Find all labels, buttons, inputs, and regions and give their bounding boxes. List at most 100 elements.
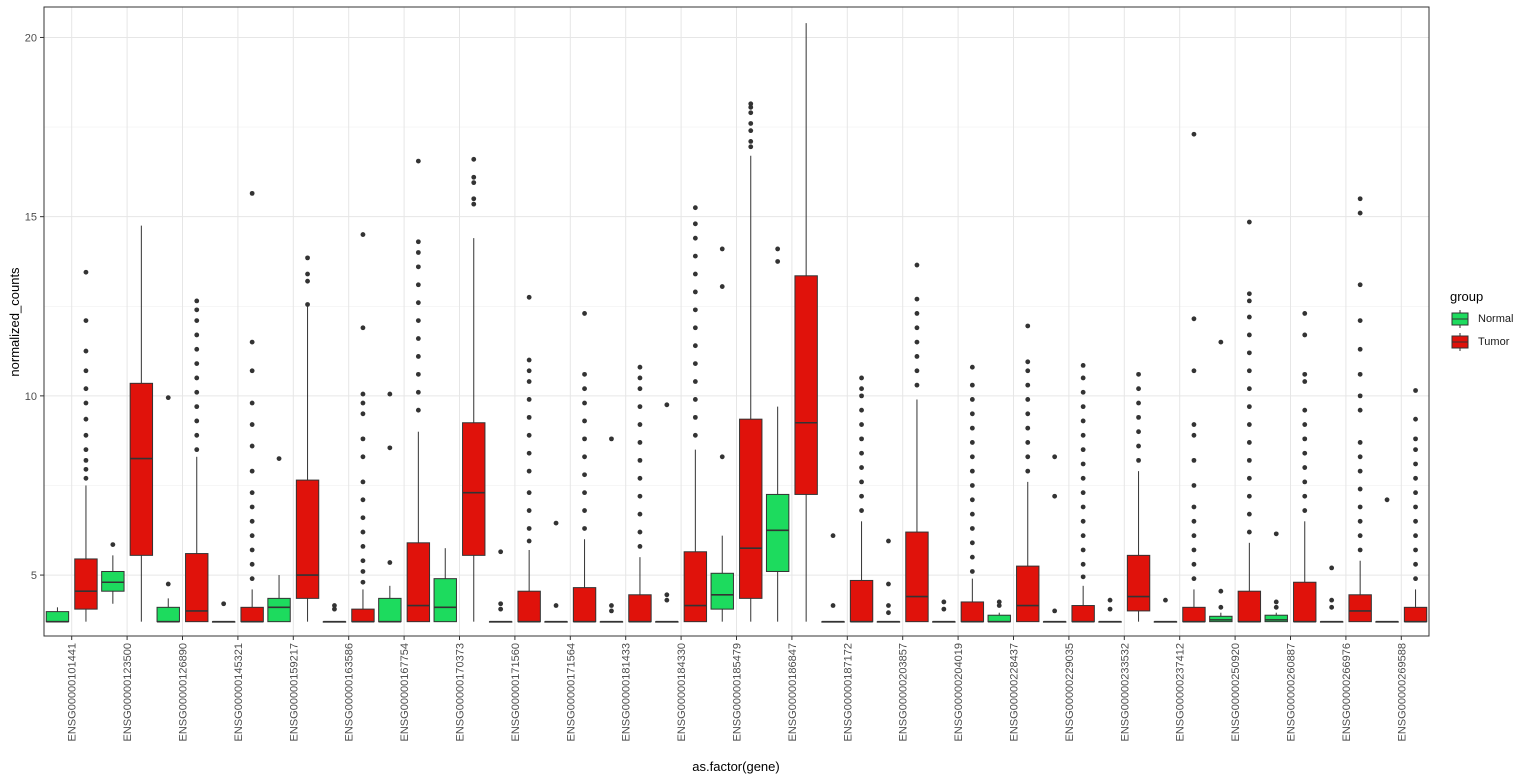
outlier-point — [1191, 422, 1197, 427]
outlier-point — [1357, 393, 1363, 399]
outlier-point — [1191, 483, 1197, 488]
outlier-point — [1413, 561, 1418, 567]
outlier-point — [969, 364, 975, 370]
outlier-point — [526, 357, 532, 363]
outlier-point — [1191, 432, 1197, 438]
outlier-point — [1357, 407, 1363, 413]
outlier-point — [1384, 497, 1390, 503]
outlier-point — [194, 389, 200, 395]
outlier-point — [1080, 533, 1086, 539]
outlier-point — [692, 307, 698, 313]
box-iqr — [849, 579, 874, 623]
x-tick-label: ENSG00000237412 — [1175, 643, 1187, 741]
box-normal — [544, 520, 568, 623]
outlier-point — [360, 411, 366, 417]
outlier-point — [1413, 504, 1418, 510]
outlier-point — [415, 300, 421, 306]
outlier-point — [582, 526, 587, 531]
x-tick-label: ENSG00000123500 — [122, 643, 134, 741]
outlier-point — [859, 436, 864, 442]
box-iqr — [1209, 615, 1233, 623]
y-tick-label: 15 — [25, 212, 37, 224]
outlier-point — [582, 472, 587, 478]
outlier-point — [692, 325, 698, 331]
outlier-point — [1302, 371, 1308, 377]
series-normal — [45, 246, 1399, 623]
outlier-point — [1273, 531, 1279, 537]
box-iqr — [1237, 590, 1262, 623]
outlier-point — [1080, 574, 1086, 580]
legend: group Normal Tumor — [1450, 289, 1530, 353]
outlier-point — [886, 538, 891, 544]
outlier-point — [637, 511, 643, 517]
outlier-point — [194, 298, 200, 304]
outlier-point — [637, 457, 643, 463]
outlier-point — [1136, 429, 1141, 435]
outlier-point — [1080, 389, 1086, 395]
outlier-point — [692, 361, 698, 367]
box-tumor — [351, 232, 375, 623]
outlier-point — [415, 336, 421, 341]
outlier-point — [498, 549, 504, 555]
outlier-point — [526, 368, 532, 374]
outlier-point — [415, 239, 421, 245]
outlier-point — [387, 560, 393, 565]
outlier-point — [1273, 604, 1279, 610]
outlier-point — [83, 447, 89, 453]
outlier-point — [83, 348, 89, 354]
outlier-point — [194, 447, 200, 453]
outlier-point — [1191, 368, 1197, 374]
outlier-point — [1413, 475, 1418, 481]
outlier-point — [415, 389, 421, 395]
outlier-point — [1052, 493, 1058, 499]
outlier-point — [194, 404, 200, 410]
outlier-point — [1246, 291, 1252, 297]
outlier-point — [1413, 518, 1418, 524]
outlier-point — [859, 465, 864, 470]
outlier-point — [305, 255, 310, 261]
outlier-point — [360, 569, 366, 574]
box-iqr — [156, 606, 180, 623]
outlier-point — [1302, 379, 1308, 384]
outlier-point — [748, 110, 754, 116]
outlier-point — [526, 397, 532, 402]
box-iqr — [1016, 565, 1040, 623]
x-tick-label: ENSG00000181433 — [621, 643, 633, 741]
box-iqr — [378, 597, 402, 623]
outlier-point — [1025, 454, 1031, 460]
outlier-point — [886, 603, 891, 608]
legend-item-normal: Normal — [1450, 307, 1530, 330]
outlier-point — [996, 599, 1002, 605]
outlier-point — [748, 128, 754, 134]
box-normal — [433, 548, 457, 623]
outlier-point — [969, 540, 975, 546]
outlier-point — [415, 158, 421, 164]
y-tick-label: 5 — [31, 570, 37, 582]
outlier-point — [194, 361, 200, 367]
outlier-point — [637, 493, 643, 499]
box-iqr — [406, 542, 431, 623]
outlier-point — [360, 436, 366, 442]
outlier-point — [249, 368, 255, 374]
outlier-point — [1080, 561, 1086, 567]
box-tumor — [517, 294, 541, 623]
box-iqr — [1264, 614, 1288, 623]
x-tick-label: ENSG00000233532 — [1119, 643, 1131, 741]
outlier-point — [1025, 411, 1031, 417]
box-iqr — [1071, 605, 1095, 623]
outlier-point — [415, 371, 421, 377]
x-tick-label: ENSG00000269588 — [1396, 643, 1408, 741]
outlier-point — [859, 493, 864, 499]
outlier-point — [249, 190, 255, 196]
outlier-point — [1329, 597, 1335, 603]
box-iqr — [351, 608, 375, 623]
outlier-point — [914, 262, 920, 268]
outlier-point — [360, 579, 366, 585]
box-tumor — [683, 205, 708, 623]
outlier-point — [1080, 504, 1086, 510]
outlier-point — [1052, 454, 1058, 460]
legend-swatch-tumor — [1451, 332, 1469, 351]
outlier-point — [305, 271, 310, 277]
outlier-point — [637, 422, 643, 427]
box-tumor — [1182, 131, 1206, 623]
